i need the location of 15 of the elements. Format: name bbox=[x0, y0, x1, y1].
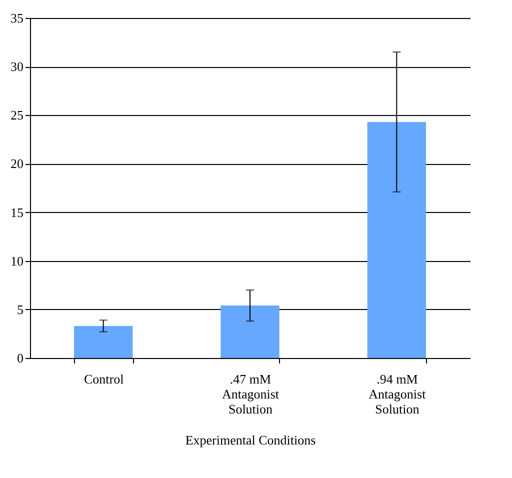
bar bbox=[74, 326, 133, 358]
y-tick-label: 0 bbox=[17, 350, 24, 366]
x-tick-label: .47 mM Antagonist Solution bbox=[222, 372, 280, 416]
y-tick-label: 20 bbox=[10, 156, 24, 172]
x-axis-title: Experimental Conditions bbox=[185, 432, 316, 448]
x-tick-label: Control bbox=[84, 372, 124, 386]
y-tick-label: 5 bbox=[17, 302, 24, 317]
y-tick-label: 35 bbox=[10, 10, 24, 26]
y-tick-label: 25 bbox=[10, 108, 24, 123]
y-tick-label: 15 bbox=[10, 204, 24, 220]
bar bbox=[220, 306, 280, 358]
bar bbox=[367, 122, 426, 358]
x-tick-label: .94 mM Antagonist Solution bbox=[368, 372, 426, 416]
y-tick-label: 10 bbox=[10, 253, 24, 268]
y-tick-label: 30 bbox=[10, 59, 24, 74]
